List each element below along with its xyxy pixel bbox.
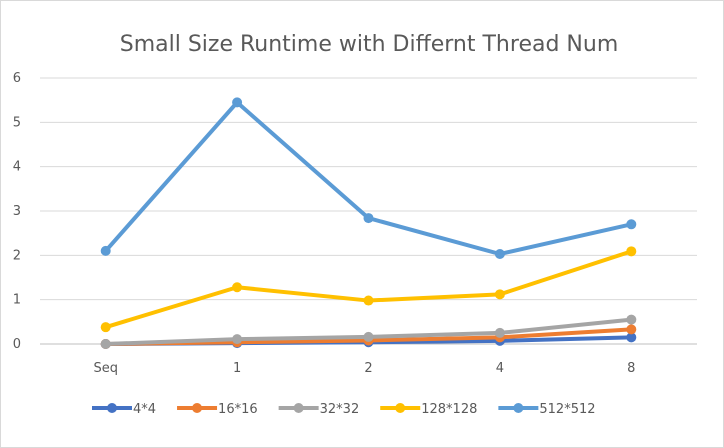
data-point [100,245,111,256]
legend-label: 16*16 [218,402,258,417]
data-point [626,314,637,325]
legend-item: 128*128 [380,402,477,417]
legend-marker [192,403,203,413]
data-point [363,295,374,306]
legend-label: 4*4 [133,402,156,417]
series-lines [100,97,637,349]
data-point [100,322,111,333]
series-4 [100,97,637,260]
legend-marker [293,403,304,413]
legend-item: 32*32 [278,402,360,417]
y-tick-label: 5 [13,115,21,130]
x-axis-ticks: Seq 1 2 4 8 [93,361,635,376]
data-point [232,97,243,108]
series-2 [100,314,637,349]
x-tick-label: 1 [233,361,241,376]
gridlines [40,77,697,345]
y-tick-label: 1 [13,293,21,308]
data-point [494,249,505,260]
y-tick-label: 2 [13,248,21,263]
chart-title: Small Size Runtime with Differnt Thread … [120,32,619,57]
data-point [626,219,637,230]
x-tick-label: 8 [627,361,635,376]
y-tick-label: 6 [13,71,21,86]
legend-label: 32*32 [320,402,360,417]
data-point [626,246,637,257]
legend-item: 16*16 [177,402,258,417]
y-tick-label: 4 [13,160,21,175]
legend-item: 512*512 [498,402,596,417]
data-point [363,213,374,224]
data-point [232,282,243,293]
series-3 [100,246,637,333]
data-point [626,332,637,343]
data-point [363,331,374,342]
x-tick-label: 4 [496,361,504,376]
legend: 4*4 16*16 32*32 128*128 512*512 [92,402,596,417]
y-axis-ticks: 0 1 2 3 4 5 6 [13,71,21,352]
legend-marker [107,403,117,413]
legend-marker [513,403,524,413]
data-point [494,327,505,338]
legend-marker [395,403,406,413]
data-point [100,339,111,349]
x-tick-label: Seq [93,361,118,376]
data-point [494,289,505,300]
data-point [232,334,243,345]
y-tick-label: 3 [13,204,21,219]
legend-label: 128*128 [421,402,477,417]
x-tick-label: 2 [364,361,372,376]
y-tick-label: 0 [13,337,21,352]
data-point [626,324,637,335]
legend-label: 512*512 [539,402,595,417]
legend-item: 4*4 [92,402,156,417]
